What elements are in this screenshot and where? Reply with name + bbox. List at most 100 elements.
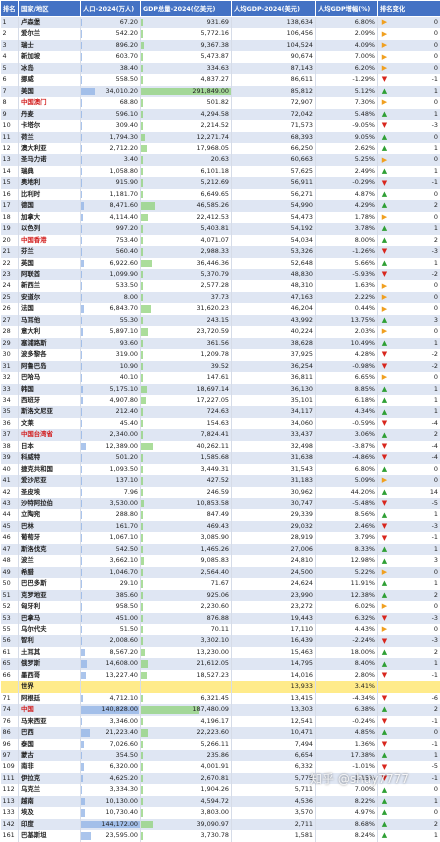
population-cell: 1,067.10 xyxy=(81,532,141,543)
gdp-cell: 5,473.87 xyxy=(141,51,232,62)
growth-cell: 44.20% xyxy=(316,487,378,498)
rank-change-cell: ▲2 xyxy=(378,590,440,601)
population-cell: 144,172.00 xyxy=(81,819,141,830)
gdp-per-capita-cell: 24,624 xyxy=(232,578,316,589)
rank-change-value: -3 xyxy=(432,120,438,131)
growth-cell: 17.38% xyxy=(316,750,378,761)
name-cell: 瑞士 xyxy=(19,40,81,51)
rank-change-cell: ▲3 xyxy=(378,555,440,566)
name-cell: 日本 xyxy=(19,441,81,452)
population-bar xyxy=(81,523,82,530)
rank-change-value: -4 xyxy=(432,441,438,452)
gdp-per-capita-cell: 36,254 xyxy=(232,361,316,372)
rank-cell: 21 xyxy=(1,246,19,257)
growth-cell: 4.34% xyxy=(316,406,378,417)
arrow-up-icon: ▲ xyxy=(380,259,389,268)
gdp-per-capita-cell: 34,117 xyxy=(232,406,316,417)
gdp-cell: 2,230.60 xyxy=(141,601,232,612)
gdp-bar xyxy=(141,374,143,381)
gdp-per-capita-cell: 72,042 xyxy=(232,109,316,120)
population-value: 4,907.80 xyxy=(110,396,138,404)
rank-change-cell: ▲1 xyxy=(378,509,440,520)
arrow-up-icon: ▲ xyxy=(380,408,389,417)
rank-change-cell: ▶0 xyxy=(378,372,440,383)
population-value: 3,346.00 xyxy=(110,717,138,725)
rank-change-cell: ▲2 xyxy=(378,200,440,211)
header-row: 排名 国家/地区 人口-2024(万人) GDP总量-2024(亿美元) 人均G… xyxy=(1,1,440,17)
rank-change-cell: ▼-1 xyxy=(378,670,440,681)
growth-cell: 7.30% xyxy=(316,97,378,108)
arrow-right-icon: ▶ xyxy=(380,373,389,382)
gdp-cell: 9,085.83 xyxy=(141,555,232,566)
population-cell: 38.40 xyxy=(81,63,141,74)
gdp-per-capita-cell: 23,990 xyxy=(232,590,316,601)
population-bar xyxy=(81,317,82,324)
rank-change-value: 0 xyxy=(434,475,438,486)
rank-cell: 43 xyxy=(1,498,19,509)
gdp-value: 21,612.05 xyxy=(196,659,229,667)
rank-change-cell: ▼-1 xyxy=(378,532,440,543)
gdp-value: 39.52 xyxy=(211,362,229,370)
rank-cell: 48 xyxy=(1,555,19,566)
rank-change-value: 1 xyxy=(434,509,438,520)
arrow-up-icon: ▲ xyxy=(380,579,389,588)
gdp-cell: 39.52 xyxy=(141,361,232,372)
population-cell: 958.50 xyxy=(81,601,141,612)
name-cell: 韩国 xyxy=(19,384,81,395)
population-value: 354.50 xyxy=(116,751,138,759)
rank-cell: 96 xyxy=(1,739,19,750)
name-cell: 沙特阿拉伯 xyxy=(19,498,81,509)
name-cell: 希腊 xyxy=(19,567,81,578)
population-value: 8,471.60 xyxy=(110,201,138,209)
growth-cell: 8.40% xyxy=(316,658,378,669)
gdp-per-capita-cell: 52,648 xyxy=(232,258,316,269)
arrow-right-icon: ▶ xyxy=(380,568,389,577)
rank-change-value: -3 xyxy=(432,521,438,532)
name-cell: 巴巴多斯 xyxy=(19,578,81,589)
arrow-right-icon: ▶ xyxy=(380,156,389,165)
header-gdp-per-capita: 人均GDP-2024(美元) xyxy=(232,1,316,17)
rank-change-value: -5 xyxy=(432,761,438,772)
rank-change-value: 0 xyxy=(434,807,438,818)
gdp-value: 18,527.23 xyxy=(196,671,229,679)
rank-change-value: 0 xyxy=(434,292,438,303)
gdp-value: 39,090.97 xyxy=(196,820,229,828)
population-value: 10.90 xyxy=(120,362,138,370)
growth-cell: 2.80% xyxy=(316,670,378,681)
arrow-right-icon: ▶ xyxy=(380,327,389,336)
gdp-bar xyxy=(141,603,143,610)
arrow-up-icon: ▲ xyxy=(380,511,389,520)
population-cell: 2,712.20 xyxy=(81,143,141,154)
gdp-bar xyxy=(141,580,143,587)
rank-change-cell: ▶0 xyxy=(378,567,440,578)
population-value: 1,067.10 xyxy=(110,533,138,541)
gdp-per-capita-cell: 29,339 xyxy=(232,509,316,520)
population-bar xyxy=(81,603,82,610)
population-value: 288.80 xyxy=(116,510,138,518)
rank-change-value: 1 xyxy=(434,109,438,120)
rank-change-value: -2 xyxy=(432,349,438,360)
population-bar xyxy=(81,168,82,175)
gdp-cell: 1,209.78 xyxy=(141,349,232,360)
gdp-bar xyxy=(141,798,143,805)
rank-change-value: 3 xyxy=(434,555,438,566)
rank-change-value: 2 xyxy=(434,200,438,211)
rank-change-value: 0 xyxy=(434,784,438,795)
rank-cell: 2 xyxy=(1,28,19,39)
arrow-up-icon: ▲ xyxy=(380,751,389,760)
rank-cell: 61 xyxy=(1,647,19,658)
rank-change-cell: ▼-4 xyxy=(378,418,440,429)
population-value: 8,567.20 xyxy=(110,648,138,656)
gdp-cell: 4,001.91 xyxy=(141,761,232,772)
gdp-value: 6,321.45 xyxy=(201,694,229,702)
arrow-down-icon: ▼ xyxy=(380,362,389,371)
gdp-per-capita-cell: 35,101 xyxy=(232,395,316,406)
gdp-cell: 22,412.53 xyxy=(141,212,232,223)
